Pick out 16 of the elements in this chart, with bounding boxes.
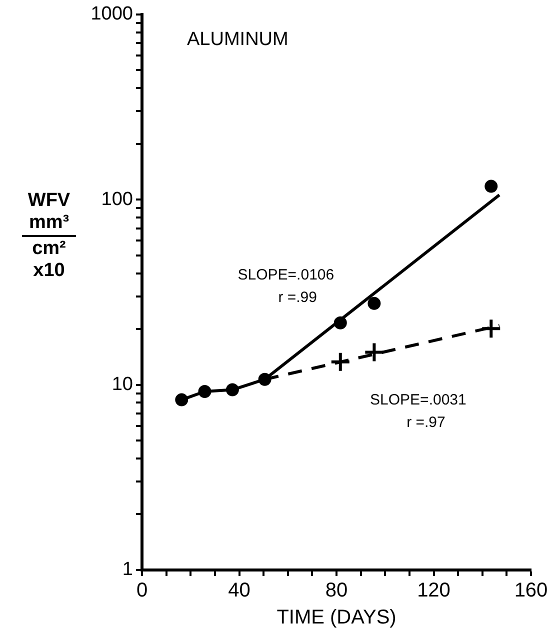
annotation: r =.97: [406, 414, 446, 431]
x-tick-label: 160: [514, 580, 548, 602]
x-tick-label: 0: [136, 580, 148, 602]
x-axis-title: TIME (DAYS): [276, 606, 396, 629]
annotation: r =.99: [278, 288, 317, 306]
x-tick-label: 80: [325, 580, 348, 602]
annotation: SLOPE=.0106: [238, 266, 334, 284]
y-tick-label: 1000: [90, 4, 133, 25]
text: ALUMINUM: [187, 29, 288, 50]
annotation: SLOPE=.0031: [370, 392, 466, 409]
x-tick-label: 120: [417, 580, 450, 602]
y-tick-label: 1: [122, 559, 133, 580]
y-tick-label: 10: [112, 374, 133, 396]
y-tick-label: 100: [101, 188, 133, 210]
x-tick-label: 40: [228, 580, 250, 602]
y-axis-title: WFV mm³ cm² x10: [26, 190, 72, 282]
